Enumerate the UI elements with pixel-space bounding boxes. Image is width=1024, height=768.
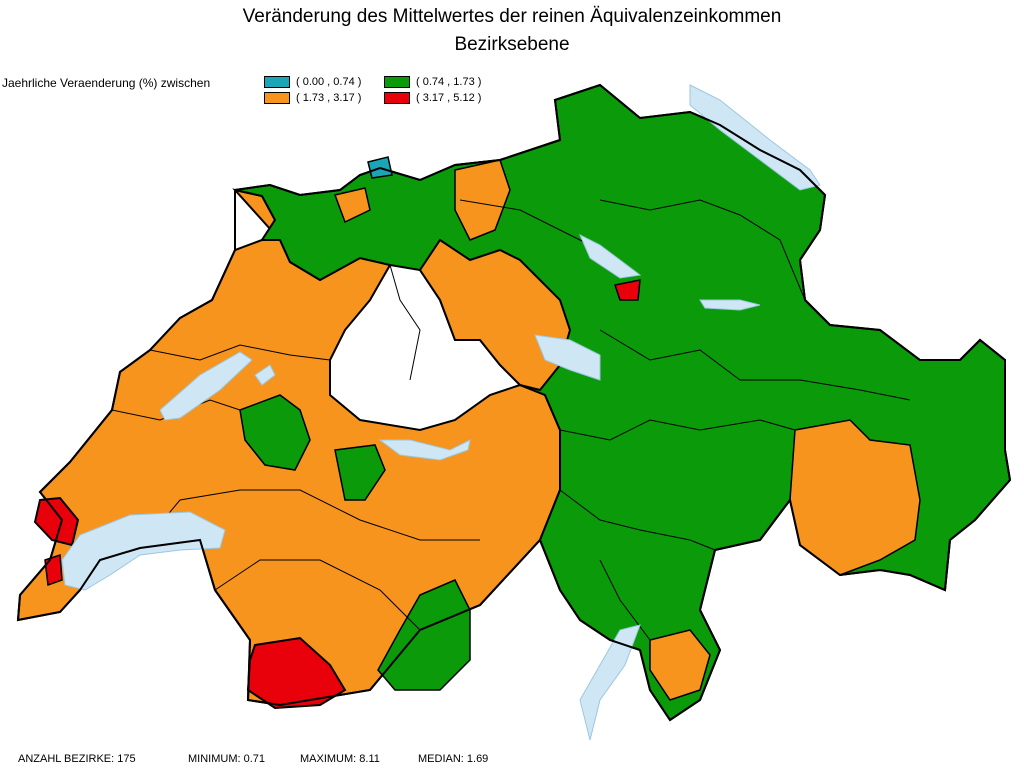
legend-range-2: ( 0.74 , 1.73 ): [416, 76, 482, 88]
district-borders: [111, 199, 911, 641]
region-schwyz-red: [614, 279, 641, 301]
lake-lucerne: [534, 334, 601, 381]
legend-item-2: ( 0.74 , 1.73 ): [384, 76, 481, 88]
legend-label: Jaehrliche Veraenderung (%) zwischen: [2, 76, 211, 90]
lake-thun: [378, 439, 471, 461]
legend-item-4: ( 3.17 , 5.12 ): [384, 92, 481, 104]
lake-maggiore: [579, 624, 641, 741]
legend-range-4: ( 3.17 , 5.12 ): [416, 92, 482, 104]
lake-zurich: [578, 233, 642, 279]
stat-max: MAXIMUM: 8.11: [300, 753, 380, 765]
map-title: Veränderung des Mittelwertes der reinen …: [242, 6, 782, 27]
region-ticino-orange: [649, 629, 711, 701]
region-geneva-red-2: [44, 553, 63, 587]
country-border: [16, 83, 1012, 722]
region-fribourg-green: [239, 394, 311, 471]
legend-item-1: ( 0.00 , 0.74 ): [264, 76, 361, 88]
legend-range-1: ( 0.00 , 0.74 ): [296, 76, 362, 88]
lake-biel: [254, 364, 276, 386]
legend-range-3: ( 1.73 , 3.17 ): [296, 92, 362, 104]
stat-median: MEDIAN: 1.69: [418, 753, 489, 765]
region-bern-green: [334, 444, 386, 501]
region-geneva-red: [33, 496, 80, 547]
region-nw-orange-pocket: [334, 187, 371, 224]
stat-count: ANZAHL BEZIRKE: 175: [18, 753, 136, 765]
legend-swatch-orange: [264, 92, 290, 104]
region-valais-green: [377, 579, 471, 691]
legend-swatch-teal: [264, 76, 290, 88]
lake-walensee: [699, 299, 761, 311]
stat-min: MINIMUM: 0.71: [188, 753, 266, 765]
legend-swatch-red: [384, 92, 410, 104]
lake-neuchatel: [159, 351, 253, 421]
legend-swatch-green: [384, 76, 410, 88]
map-subtitle: Bezirksebene: [454, 34, 570, 55]
legend-item-3: ( 1.73 , 3.17 ): [264, 92, 361, 104]
